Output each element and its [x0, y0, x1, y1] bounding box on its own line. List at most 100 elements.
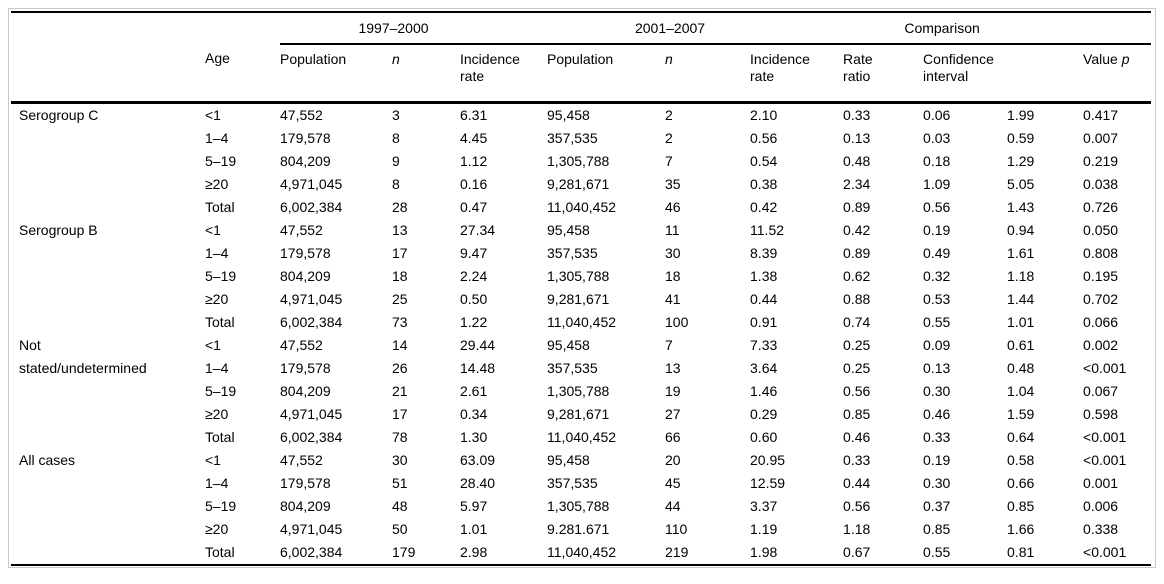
ci-upper-cell: 5.05	[1007, 176, 1035, 192]
table-row: Total 6,002,384 73 1.22 11,040,452 100 0…	[11, 311, 1151, 334]
table-row: ≥20 4,971,045 25 0.50 9,281,671 41 0.44 …	[11, 288, 1151, 311]
incidence-1997-cell: 1.01	[460, 521, 488, 537]
n-1997-cell: 8	[392, 130, 400, 146]
ci-lower-cell: 0.03	[923, 130, 951, 146]
ci-upper-cell: 1.43	[1007, 199, 1035, 215]
incidence-1997-cell: 0.34	[460, 406, 488, 422]
table-row: 1–4 179,578 17 9.47 357,535 30 8.39 0.89…	[11, 242, 1151, 265]
ci-lower-cell: 0.19	[923, 452, 951, 468]
incidence-1997-cell: 5.97	[460, 498, 488, 514]
population-1997-cell: 47,552	[280, 107, 323, 123]
incidence-2001-cell: 7.33	[750, 337, 778, 353]
rate-ratio-cell: 2.34	[843, 176, 871, 192]
period-spanner-row: 1997–2000 2001–2007 Comparison	[11, 12, 1152, 45]
age-cell: Total	[205, 199, 235, 215]
table-row: Total 6,002,384 28 0.47 11,040,452 46 0.…	[11, 196, 1151, 219]
incidence-1997-cell: 14.48	[460, 360, 496, 376]
column-header-row: Age Population n Incidence rate Populati…	[11, 44, 1152, 104]
population-2001-cell: 357,535	[547, 245, 598, 261]
table-row: Total 6,002,384 179 2.98 11,040,452 219 …	[11, 541, 1151, 565]
ci-lower-cell: 1.09	[923, 176, 951, 192]
rate-ratio-cell: 0.44	[843, 475, 871, 491]
age-cell: Total	[205, 429, 235, 445]
n-2001-cell: 2	[665, 130, 673, 146]
ci-upper-cell: 1.61	[1007, 245, 1035, 261]
population-1997-cell: 179,578	[280, 475, 331, 491]
age-cell: <1	[205, 452, 221, 468]
age-cell: 5–19	[205, 268, 237, 284]
incidence-1997-cell: 0.50	[460, 291, 488, 307]
population-1997-cell: 804,209	[280, 498, 331, 514]
rate-ratio-cell: 0.42	[843, 222, 871, 238]
n-2001-cell: 35	[665, 176, 681, 192]
age-cell: <1	[205, 107, 221, 123]
population-1997-cell: 179,578	[280, 245, 331, 261]
n-2001-cell: 100	[665, 314, 689, 330]
incidence-2001-cell: 1.38	[750, 268, 778, 284]
ci-upper-cell: 1.01	[1007, 314, 1035, 330]
incidence-1997-cell: 2.98	[460, 544, 488, 560]
rate-ratio-cell: 0.74	[843, 314, 871, 330]
table-row: Serogroup B <1 47,552 13 27.34 95,458 11 …	[11, 219, 1151, 242]
ci-lower-cell: 0.33	[923, 429, 951, 445]
n-2001-cell: 27	[665, 406, 681, 422]
p-value-cell: <0.001	[1083, 544, 1127, 560]
population-1997-cell: 47,552	[280, 337, 323, 353]
incidence-1997-cell: 27.34	[460, 222, 496, 238]
table-row: 5–19 804,209 48 5.97 1,305,788 44 3.37 0…	[11, 495, 1151, 518]
population-1997-cell: 179,578	[280, 360, 331, 376]
incidence-2001-cell: 3.37	[750, 498, 778, 514]
population-1997-cell: 4,971,045	[280, 176, 343, 192]
incidence-1997-cell: 1.22	[460, 314, 488, 330]
rate-ratio-cell: 0.33	[843, 452, 871, 468]
n-1997-cell: 48	[392, 498, 408, 514]
incidence-2001-cell: 8.39	[750, 245, 778, 261]
population-2001-cell: 9,281,671	[547, 406, 610, 422]
population-1997-cell: 804,209	[280, 153, 331, 169]
ci-upper-cell: 1.29	[1007, 153, 1035, 169]
incidence-1997-cell: 1.30	[460, 429, 488, 445]
ci-upper-cell: 1.04	[1007, 383, 1035, 399]
n-2001-cell: 13	[665, 360, 681, 376]
age-cell: 5–19	[205, 498, 237, 514]
population-2001-cell: 357,535	[547, 130, 598, 146]
ci-lower-cell: 0.06	[923, 107, 951, 123]
ci-lower-cell: 0.13	[923, 360, 951, 376]
header-n-2001: n	[665, 44, 751, 104]
p-value-cell: 0.007	[1083, 130, 1119, 146]
table-row: 5–19 804,209 9 1.12 1,305,788 7 0.54 0.4…	[11, 150, 1151, 173]
rate-ratio-cell: 0.89	[843, 199, 871, 215]
age-cell: 1–4	[205, 360, 229, 376]
age-cell: ≥20	[205, 291, 229, 307]
n-2001-cell: 7	[665, 153, 673, 169]
p-value-cell: 0.702	[1083, 291, 1119, 307]
population-2001-cell: 9.281.671	[547, 521, 610, 537]
table-row: 5–19 804,209 21 2.61 1,305,788 19 1.46 0…	[11, 380, 1151, 403]
incidence-2001-cell: 0.91	[750, 314, 778, 330]
n-2001-cell: 66	[665, 429, 681, 445]
age-cell: ≥20	[205, 521, 229, 537]
population-1997-cell: 47,552	[280, 222, 323, 238]
rate-ratio-cell: 0.67	[843, 544, 871, 560]
n-1997-cell: 18	[392, 268, 408, 284]
ci-lower-cell: 0.53	[923, 291, 951, 307]
group-label-cell: Serogroup B	[11, 219, 205, 334]
age-cell: Total	[205, 314, 235, 330]
incidence-2001-cell: 1.46	[750, 383, 778, 399]
rate-ratio-cell: 0.25	[843, 360, 871, 376]
incidence-2001-cell: 0.54	[750, 153, 778, 169]
ci-lower-cell: 0.56	[923, 199, 951, 215]
population-2001-cell: 9,281,671	[547, 176, 610, 192]
n-1997-cell: 13	[392, 222, 408, 238]
age-cell: 1–4	[205, 130, 229, 146]
rate-ratio-cell: 0.89	[843, 245, 871, 261]
ci-upper-cell: 0.61	[1007, 337, 1035, 353]
p-value-cell: 0.067	[1083, 383, 1119, 399]
table-row: Total 6,002,384 78 1.30 11,040,452 66 0.…	[11, 426, 1151, 449]
p-value-cell: 0.808	[1083, 245, 1119, 261]
population-1997-cell: 4,971,045	[280, 521, 343, 537]
incidence-1997-cell: 63.09	[460, 452, 496, 468]
ci-lower-cell: 0.32	[923, 268, 951, 284]
incidence-1997-cell: 6.31	[460, 107, 488, 123]
n-2001-cell: 219	[665, 544, 689, 560]
